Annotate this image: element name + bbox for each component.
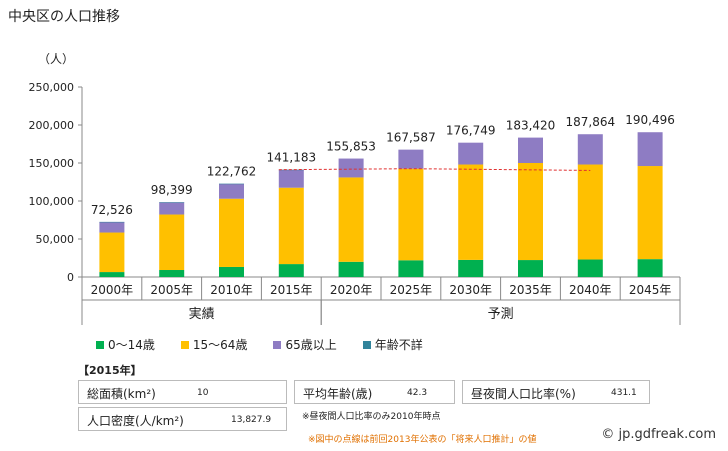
population-bar-chart: 0 50,000 100,000 150,000 200,000 250,000 72,52… [29,81,681,325]
bar-total-label: 183,420 [506,119,556,133]
y-axis-unit-label: （人） [38,52,75,66]
source-credit: © jp.gdfreak.com [601,427,716,442]
legend-item-0-14: 0～14歳 [96,336,155,353]
footnote-dotted-line: ※図中の点線は前回2013年公表の「将来人口推計」の値 [308,435,537,445]
previous-projection-line [278,168,591,171]
bar-segment-0 [338,261,364,277]
x-tick-label: 2035年 [509,283,552,297]
footnote-daytime: ※昼夜間人口比率のみ2010年時点 [302,412,441,422]
bar-segment-2 [99,221,125,233]
bar-total-label: 176,749 [446,124,496,138]
legend-label-0-14: 0～14歳 [108,338,155,352]
area-label: 総面積(km²) [87,387,156,401]
bar-segment-0 [577,259,603,277]
daytime-ratio-box: 昼夜間人口比率(%) 431.1 [462,380,650,404]
x-tick-label: 2045年 [629,283,672,297]
bar-segment-0 [159,270,185,277]
legend-swatch-65-plus [273,340,282,349]
bar-segment-2 [278,169,304,188]
group-label: 実績 [189,306,215,322]
bar-total-label: 190,496 [625,113,675,127]
x-tick-label: 2015年 [270,283,313,297]
bar-total-label: 72,526 [91,203,133,217]
y-tick-label: 250,000 [29,81,75,94]
y-tick-label: 100,000 [29,195,75,208]
bar-total-label: 122,762 [207,165,257,179]
bar-segment-3 [219,183,244,185]
y-tick-label: 150,000 [29,157,75,170]
legend-swatch-unknown-age [362,340,371,349]
bar-segment-1 [518,163,543,261]
bar-segment-1 [398,168,424,261]
legend-swatch-0-14 [96,340,104,349]
bar-segment-0 [99,272,125,277]
bar-segment-1 [159,214,185,271]
bar-total-label: 141,183 [266,151,316,165]
bar-segment-1 [278,187,304,265]
bar-total-label: 155,853 [326,140,376,154]
bar-segment-0 [518,260,543,277]
area-value: 10 [197,388,209,398]
x-tick-label: 2040年 [569,283,612,297]
x-tick-label: 2020年 [330,283,373,297]
bar-segment-3 [159,202,185,203]
bar-segment-2 [458,142,484,165]
bar-segment-1 [637,166,663,260]
legend-item-65-plus: 65歳以上 [273,336,337,353]
bar-total-label: 98,399 [151,183,193,197]
x-tick-label: 2025年 [390,283,433,297]
bar-segment-2 [518,137,543,163]
density-value: 13,827.9 [231,415,272,425]
density-box: 人口密度(人/km²) 13,827.9 [78,407,287,431]
x-tick-label: 2005年 [150,283,193,297]
avg-age-value: 42.3 [407,388,428,398]
avg-age-box: 平均年齢(歳) 42.3 [294,380,455,404]
bar-segment-2 [159,202,185,215]
bar-segment-0 [458,259,484,277]
legend-label-unknown-age: 年齢不詳 [374,338,423,352]
bar-segment-2 [219,183,244,199]
chart-legend: 0～14歳 15～64歳 65歳以上 年齢不詳 [96,336,449,353]
legend-swatch-15-64 [180,340,189,349]
bar-segment-1 [338,177,364,262]
y-tick-label: 200,000 [29,119,75,132]
density-label: 人口密度(人/km²) [87,414,184,428]
y-tick-label: 50,000 [36,233,75,246]
info-heading: 【2015年】 [78,364,142,377]
bar-segment-2 [577,134,603,165]
bar-segment-2 [637,132,663,167]
legend-label-65-plus: 65歳以上 [285,338,337,352]
bar-total-label: 187,864 [565,115,615,129]
bar-segment-2 [398,149,424,169]
area-box: 総面積(km²) 10 [78,380,287,404]
legend-item-15-64: 15～64歳 [180,336,248,353]
daytime-ratio-label: 昼夜間人口比率(%) [471,387,576,401]
avg-age-label: 平均年齢(歳) [303,387,373,401]
chart-title: 中央区の人口推移 [8,9,120,25]
legend-label-15-64: 15～64歳 [192,338,248,352]
bar-segment-0 [278,264,304,277]
bar-segment-1 [99,232,125,273]
bar-segment-0 [637,259,663,277]
x-tick-label: 2030年 [449,283,492,297]
bar-segment-0 [398,260,424,277]
bar-segment-1 [577,164,603,260]
bar-segment-0 [219,266,244,277]
bar-segment-3 [99,221,125,223]
x-tick-label: 2000年 [91,283,134,297]
bar-segment-1 [219,198,244,267]
group-label: 予測 [488,307,514,322]
bar-segment-1 [458,164,484,260]
y-tick-label: 0 [67,271,74,284]
bar-total-label: 167,587 [386,131,436,145]
legend-item-unknown-age: 年齢不詳 [362,336,423,353]
bar-segment-2 [338,158,364,178]
daytime-ratio-value: 431.1 [611,388,637,398]
x-tick-label: 2010年 [210,283,253,297]
